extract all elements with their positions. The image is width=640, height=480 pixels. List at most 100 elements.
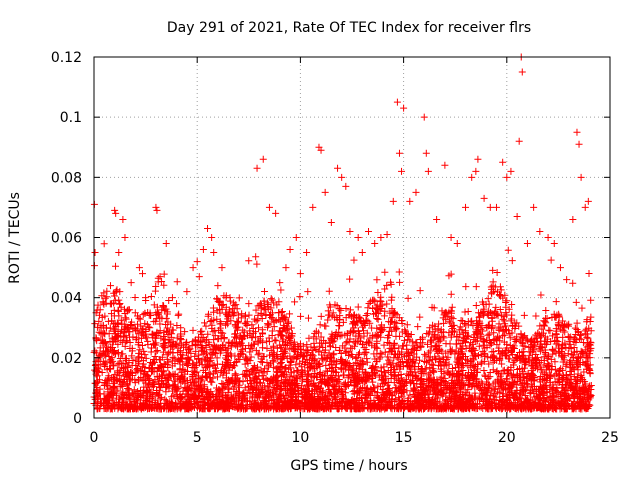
data-point	[569, 279, 577, 287]
data-point	[241, 384, 249, 392]
data-point	[192, 347, 200, 355]
data-point	[389, 359, 397, 367]
data-point	[265, 338, 273, 346]
data-point	[268, 296, 276, 304]
data-point	[513, 333, 521, 341]
data-point	[133, 320, 141, 328]
data-point	[355, 313, 363, 321]
data-point	[559, 358, 567, 366]
data-point	[369, 304, 377, 312]
data-point	[484, 331, 492, 339]
data-point	[342, 339, 350, 347]
data-point	[235, 294, 243, 302]
data-point	[352, 339, 360, 347]
data-point	[228, 394, 236, 402]
data-point	[484, 295, 492, 303]
data-point	[470, 363, 478, 371]
data-point	[154, 308, 162, 316]
data-point	[485, 330, 493, 338]
data-point	[506, 384, 514, 392]
data-point	[131, 294, 139, 302]
data-point	[147, 292, 155, 300]
data-point	[133, 366, 141, 374]
data-point	[325, 287, 333, 295]
data-point	[141, 368, 149, 376]
data-point	[396, 278, 404, 286]
data-point	[213, 354, 221, 362]
data-point	[477, 309, 485, 317]
data-point	[213, 360, 221, 368]
data-point	[385, 356, 393, 364]
data-point	[198, 361, 206, 369]
data-point	[498, 360, 506, 368]
data-point	[204, 312, 212, 320]
data-point	[202, 322, 210, 330]
data-point	[304, 349, 312, 357]
data-point	[94, 301, 102, 309]
data-point	[181, 367, 189, 375]
data-point	[309, 373, 317, 381]
data-point	[189, 326, 197, 334]
data-point	[549, 346, 557, 354]
data-point	[552, 298, 560, 306]
data-point	[471, 362, 479, 370]
data-point	[326, 342, 334, 350]
data-point	[365, 299, 373, 307]
data-point	[159, 302, 167, 310]
data-point	[430, 368, 438, 376]
data-point	[110, 292, 118, 300]
data-point	[129, 357, 137, 365]
data-point	[572, 338, 580, 346]
data-point	[512, 337, 520, 345]
data-point	[317, 339, 325, 347]
data-point	[119, 382, 127, 390]
data-point	[329, 309, 337, 317]
data-point	[252, 317, 260, 325]
data-point	[403, 345, 411, 353]
data-point	[395, 268, 403, 276]
data-point	[446, 319, 454, 327]
data-point	[286, 310, 294, 318]
data-point	[248, 334, 256, 342]
data-point	[472, 301, 480, 309]
data-point	[448, 303, 456, 311]
data-point	[462, 283, 470, 291]
data-point	[95, 328, 103, 336]
data-point	[139, 311, 147, 319]
data-point	[562, 343, 570, 351]
data-point	[199, 334, 207, 342]
data-point	[407, 331, 415, 339]
data-point	[494, 312, 502, 320]
data-point	[213, 315, 221, 323]
data-point	[508, 257, 516, 265]
data-point	[532, 312, 540, 320]
data-point	[381, 268, 389, 276]
data-point	[363, 358, 371, 366]
data-point	[520, 348, 528, 356]
data-point	[403, 370, 411, 378]
data-point	[301, 367, 309, 375]
data-point	[304, 288, 312, 296]
data-point	[381, 285, 389, 293]
data-point	[98, 369, 106, 377]
data-point	[272, 337, 280, 345]
data-point	[384, 353, 392, 361]
data-point	[363, 355, 371, 363]
data-point	[253, 260, 261, 268]
data-point	[263, 344, 271, 352]
data-point	[541, 333, 549, 341]
data-point	[504, 246, 512, 254]
data-point	[457, 386, 465, 394]
data-point	[587, 313, 595, 321]
chart-title: Day 291 of 2021, Rate Of TEC Index for r…	[167, 20, 531, 36]
data-point	[340, 371, 348, 379]
data-point	[207, 378, 215, 386]
data-point	[158, 371, 166, 379]
data-point	[154, 274, 162, 282]
data-point	[342, 305, 350, 313]
data-point	[505, 355, 513, 363]
data-point	[583, 333, 591, 341]
data-point	[502, 375, 510, 383]
data-point	[480, 366, 488, 374]
data-point	[292, 361, 300, 369]
